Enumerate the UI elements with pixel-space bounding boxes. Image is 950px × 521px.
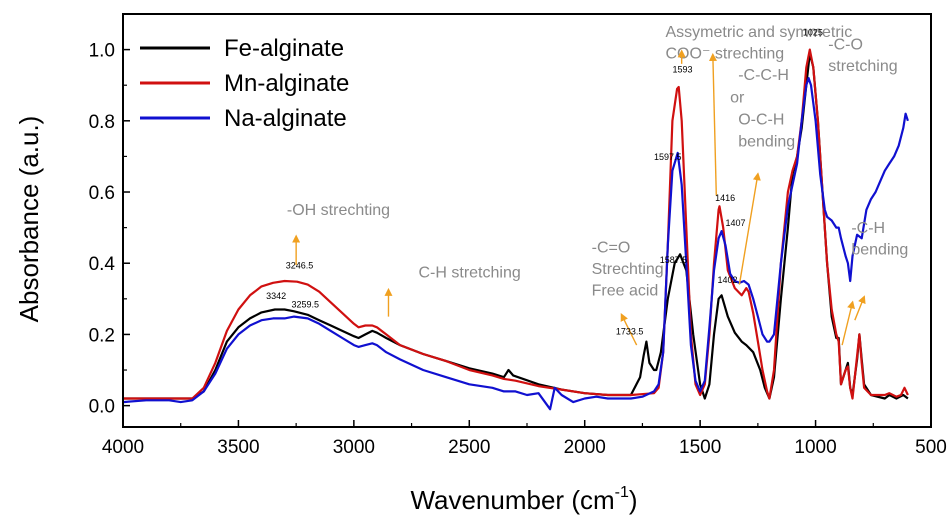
legend-label-fe-alginate: Fe-alginate bbox=[224, 35, 344, 62]
annotation-text: bending bbox=[851, 241, 908, 258]
x-tick-label-3000: 3000 bbox=[333, 437, 375, 458]
x-axis-title-superscript: -1 bbox=[615, 484, 629, 501]
y-tick-label-2: 0.4 bbox=[89, 254, 116, 275]
y-tick-label-4: 0.8 bbox=[89, 112, 115, 133]
y-tick-label-5: 1.0 bbox=[89, 41, 115, 62]
y-axis-title: Absorbance (a.u.) bbox=[14, 116, 44, 323]
x-tick-label-4000: 4000 bbox=[102, 437, 144, 458]
peak-label-3342: 3342 bbox=[266, 291, 286, 301]
annotation-text: COO⁻ strechting bbox=[666, 46, 785, 63]
x-axis-title-end: ) bbox=[629, 485, 638, 515]
y-tick-label-0: 0.0 bbox=[89, 397, 115, 418]
peak-label-1416: 1416 bbox=[715, 193, 735, 203]
peak-label-1402: 1402 bbox=[717, 275, 737, 285]
x-tick-label-2500: 2500 bbox=[448, 437, 490, 458]
annotation-text: Free acid bbox=[592, 282, 659, 299]
y-tick-label-3: 0.6 bbox=[89, 183, 115, 204]
peak-label-3259.5: 3259.5 bbox=[292, 300, 320, 310]
annotation-text: Assymetric and symmetric bbox=[666, 24, 853, 41]
annotation-text: -C-O bbox=[828, 37, 863, 54]
peak-label-1025: 1025 bbox=[803, 27, 823, 37]
x-tick-label-2000: 2000 bbox=[564, 437, 606, 458]
annotation-text: Strechting bbox=[592, 261, 664, 278]
x-tick-label-1500: 1500 bbox=[679, 437, 721, 458]
peak-label-3246.5: 3246.5 bbox=[286, 261, 314, 271]
annotation-text: O-C-H bbox=[738, 111, 784, 128]
x-tick-label-3500: 3500 bbox=[217, 437, 259, 458]
annotation-text: stretching bbox=[828, 58, 897, 75]
legend-label-na-alginate: Na-alginate bbox=[224, 105, 347, 132]
annotation-text: -OH strechting bbox=[287, 202, 390, 219]
peak-label-1407: 1407 bbox=[726, 218, 746, 228]
x-axis-title: Wavenumber (cm-1) bbox=[410, 484, 637, 515]
peak-label-1597.5: 1597.5 bbox=[654, 152, 682, 162]
x-tick-label-1000: 1000 bbox=[794, 437, 836, 458]
peak-label-1593: 1593 bbox=[672, 65, 692, 75]
peak-label-1733.5: 1733.5 bbox=[616, 326, 644, 336]
annotation-text: -C-H bbox=[851, 220, 885, 237]
legend-label-mn-alginate: Mn-alginate bbox=[224, 70, 349, 97]
annotation-text: -C=O bbox=[592, 240, 631, 257]
annotation-text: or bbox=[730, 89, 745, 106]
annotation-text: C-H stretching bbox=[418, 264, 520, 281]
annotation-text: bending bbox=[738, 133, 795, 150]
y-tick-label-1: 0.2 bbox=[89, 325, 115, 346]
peak-label-1587.5: 1587.5 bbox=[660, 255, 688, 265]
x-axis-title-main: Wavenumber (cm bbox=[410, 485, 614, 515]
annotation-text: -C-C-H bbox=[738, 67, 789, 84]
x-tick-label-500: 500 bbox=[915, 437, 947, 458]
